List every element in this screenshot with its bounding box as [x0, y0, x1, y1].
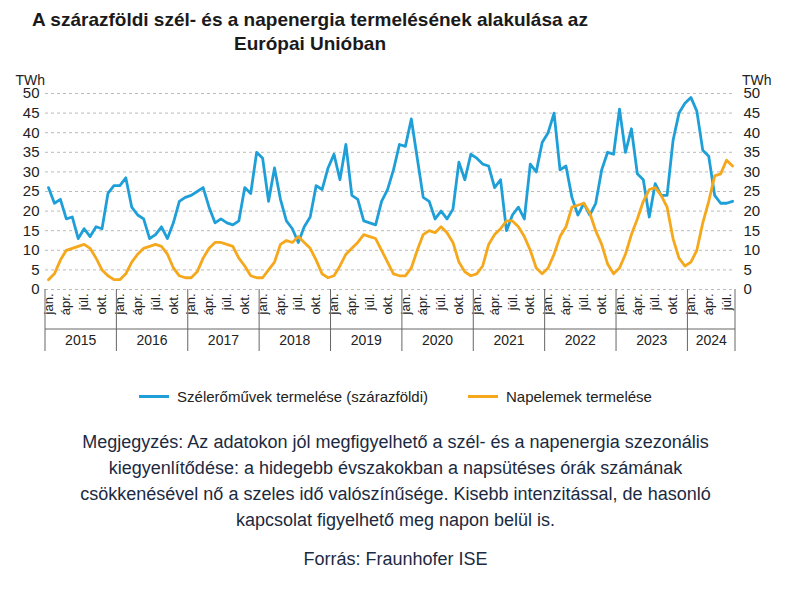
svg-text:jan.: jan.	[398, 294, 413, 316]
svg-text:okt.: okt.	[380, 294, 395, 315]
svg-text:jan.: jan.	[540, 294, 555, 316]
svg-text:júl.: júl.	[148, 294, 163, 312]
svg-text:júl.: júl.	[576, 294, 591, 312]
html-text:A szárazföldi szél- és a napen: A szárazföldi szél- és a napenergia term…	[32, 9, 588, 54]
svg-text:50: 50	[743, 84, 761, 102]
svg-text:2019: 2019	[351, 332, 382, 348]
svg-text:jan.: jan.	[255, 294, 270, 316]
svg-text:2024: 2024	[696, 332, 727, 348]
svg-text:TWh: TWh	[742, 72, 772, 88]
svg-text:jan.: jan.	[683, 294, 698, 316]
svg-text:okt.: okt.	[665, 294, 680, 315]
svg-text:ápr.: ápr.	[344, 294, 359, 316]
svg-text:ápr.: ápr.	[130, 294, 145, 316]
svg-text:jan.: jan.	[612, 294, 627, 316]
svg-text:45: 45	[23, 104, 40, 121]
svg-text:2021: 2021	[493, 332, 524, 348]
svg-text:15: 15	[744, 222, 761, 239]
svg-text:okt.: okt.	[94, 294, 109, 315]
svg-text:júl.: júl.	[505, 294, 520, 312]
svg-text:40: 40	[744, 124, 761, 141]
svg-text:ápr.: ápr.	[630, 294, 645, 316]
svg-text:okt.: okt.	[522, 294, 537, 315]
html-text:Megjegyzés: Az adatokon jól me: Megjegyzés: Az adatokon jól megfigyelhet…	[80, 432, 711, 530]
svg-text:40: 40	[23, 124, 40, 141]
svg-text:júl.: júl.	[362, 294, 377, 312]
svg-text:júl.: júl.	[290, 294, 305, 312]
svg-text:ápr.: ápr.	[558, 294, 573, 316]
svg-text:jan.: jan.	[183, 294, 198, 316]
svg-text:ápr.: ápr.	[58, 294, 73, 316]
html-text:Forrás: Fraunhofer ISE: Forrás: Fraunhofer ISE	[303, 549, 488, 569]
svg-text:30: 30	[23, 163, 40, 180]
svg-text:júl.: júl.	[719, 294, 734, 312]
svg-text:0: 0	[31, 280, 39, 297]
svg-text:ápr.: ápr.	[273, 294, 288, 316]
svg-text:2018: 2018	[279, 332, 310, 348]
svg-text:okt.: okt.	[166, 294, 181, 315]
svg-text:20: 20	[744, 202, 761, 219]
svg-text:okt.: okt.	[451, 294, 466, 315]
svg-text:25: 25	[23, 182, 40, 199]
svg-text:35: 35	[744, 143, 761, 160]
html-text:Napelemek termelése: Napelemek termelése	[506, 388, 652, 405]
svg-text:0: 0	[744, 280, 752, 297]
svg-text:5: 5	[31, 261, 39, 278]
html-text:Szélerőművek termelése (száraz: Szélerőművek termelése (szárazföldi)	[177, 388, 428, 405]
svg-text:júl.: júl.	[219, 294, 234, 312]
svg-text:júl.: júl.	[76, 294, 91, 312]
svg-text:okt.: okt.	[594, 294, 609, 315]
svg-text:okt.: okt.	[308, 294, 323, 315]
svg-text:2023: 2023	[636, 332, 667, 348]
svg-text:ápr.: ápr.	[487, 294, 502, 316]
svg-text:2020: 2020	[422, 332, 453, 348]
svg-text:5: 5	[744, 261, 752, 278]
svg-text:2017: 2017	[208, 332, 239, 348]
svg-text:35: 35	[23, 143, 40, 160]
svg-text:jan.: jan.	[112, 294, 127, 316]
svg-text:30: 30	[744, 163, 761, 180]
svg-text:ápr.: ápr.	[415, 294, 430, 316]
svg-text:2016: 2016	[136, 332, 167, 348]
svg-text:45: 45	[744, 104, 761, 121]
svg-text:jan.: jan.	[41, 294, 56, 316]
svg-text:júl.: júl.	[647, 294, 662, 312]
svg-text:50: 50	[22, 84, 40, 102]
svg-text:10: 10	[23, 241, 40, 258]
svg-text:15: 15	[23, 222, 40, 239]
svg-text:ápr.: ápr.	[201, 294, 216, 316]
svg-text:jan.: jan.	[326, 294, 341, 316]
svg-text:TWh: TWh	[16, 72, 46, 88]
svg-text:25: 25	[744, 182, 761, 199]
svg-text:20: 20	[23, 202, 40, 219]
svg-text:2022: 2022	[565, 332, 596, 348]
svg-text:okt.: okt.	[237, 294, 252, 315]
svg-text:10: 10	[744, 241, 761, 258]
svg-text:ápr.: ápr.	[701, 294, 716, 316]
svg-text:jan.: jan.	[469, 294, 484, 316]
svg-text:júl.: júl.	[433, 294, 448, 312]
svg-text:2015: 2015	[65, 332, 96, 348]
